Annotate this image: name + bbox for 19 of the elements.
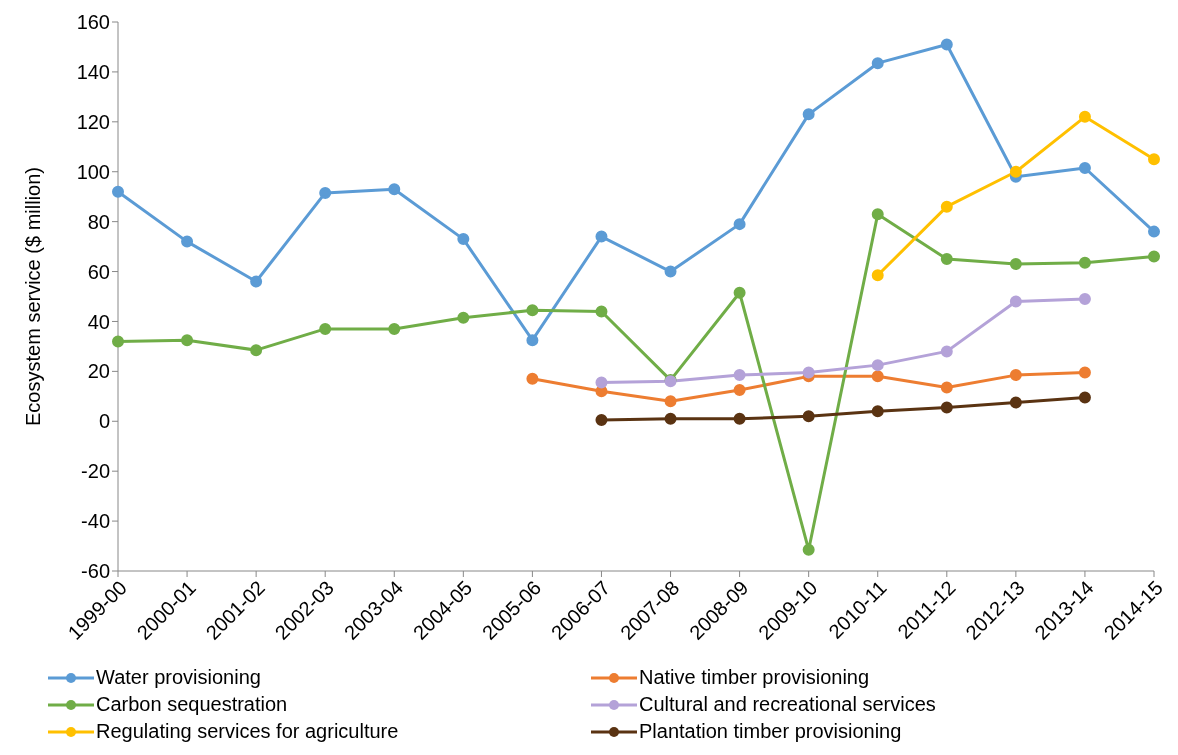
legend-label: Carbon sequestration [96, 693, 288, 716]
y-tick-label: 80 [87, 210, 110, 233]
y-tick-label: 100 [76, 160, 110, 183]
y-tick-label: -40 [81, 510, 110, 533]
legend-label: Cultural and recreational services [639, 693, 936, 716]
legend-label: Water provisioning [96, 666, 261, 689]
y-tick-label: 0 [98, 410, 110, 433]
y-tick-label: 160 [76, 11, 110, 34]
y-tick-label: 140 [76, 61, 110, 84]
y-tick-label: 40 [87, 310, 110, 333]
legend-label: Plantation timber provisioning [639, 720, 902, 743]
y-tick-label: 60 [87, 260, 110, 283]
y-tick-label: 120 [76, 110, 110, 133]
y-tick-label: 20 [87, 360, 110, 383]
y-tick-label: -60 [81, 560, 110, 583]
y-tick-label: -20 [81, 460, 110, 483]
legend-label: Regulating services for agriculture [96, 720, 399, 743]
y-axis-title: Ecosystem service ($ million) [22, 167, 45, 426]
legend-label: Native timber provisioning [639, 666, 870, 689]
